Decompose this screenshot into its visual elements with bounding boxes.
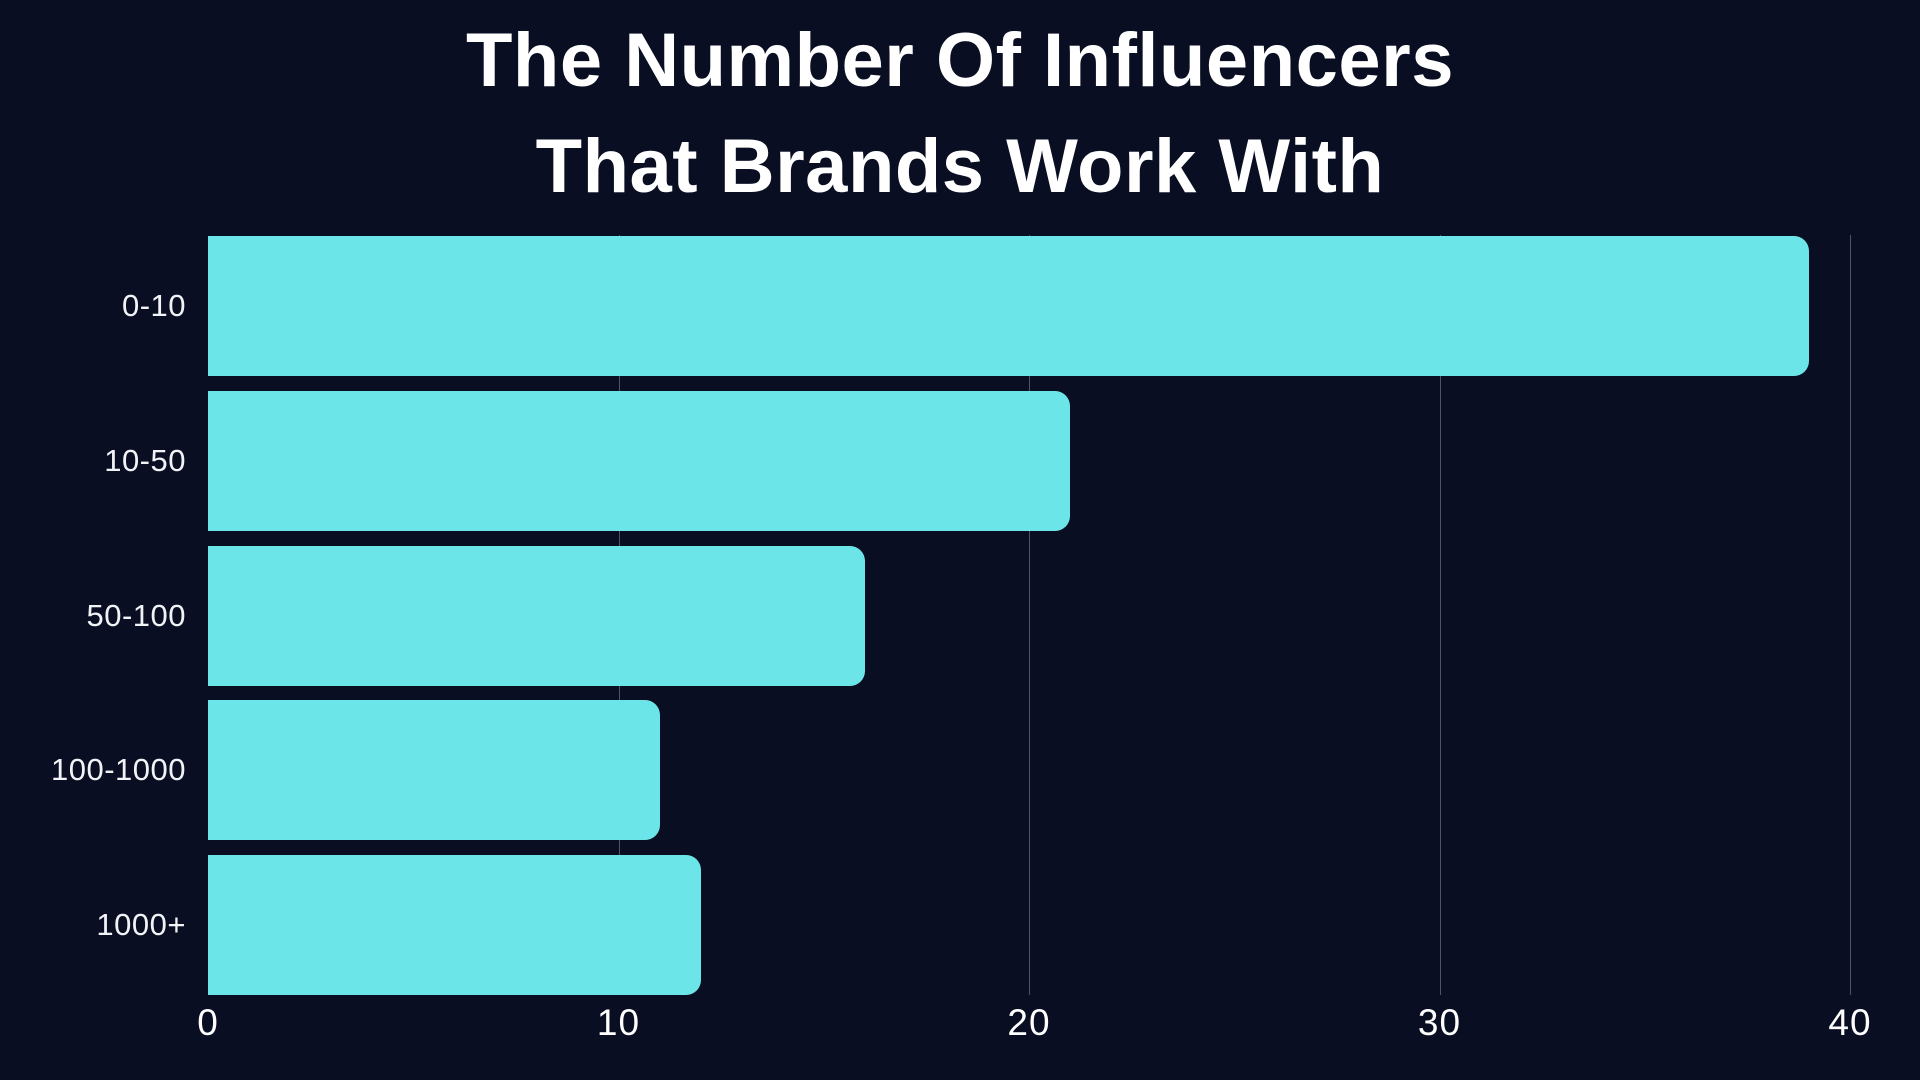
x-tick-label: 40 — [1828, 1002, 1872, 1043]
gridline — [1439, 235, 1441, 995]
bar — [208, 236, 1809, 376]
x-tick-label: 0 — [197, 1002, 219, 1043]
bar-row: 50-100 — [0, 545, 1920, 686]
gridline — [1850, 235, 1851, 995]
gridline — [1029, 235, 1030, 995]
category-label: 1000+ — [96, 907, 186, 942]
bar — [208, 855, 701, 995]
chart-title-line-1: The Number Of Influencers — [466, 18, 1454, 103]
category-label: 10-50 — [104, 442, 186, 478]
bar-row: 10-50 — [0, 390, 1920, 531]
bar — [208, 390, 1071, 531]
category-label: 0-10 — [121, 288, 186, 323]
category-label: 100-1000 — [50, 752, 186, 788]
x-tick-label: 10 — [596, 1002, 641, 1043]
bar-row: 0-10 — [0, 236, 1920, 376]
bar-row: 100-1000 — [0, 700, 1920, 841]
bar — [208, 545, 865, 686]
x-axis: 0 10 20 30 40 — [197, 1002, 1888, 1052]
bar-row: 1000+ — [0, 855, 1920, 995]
chart-title: The Number Of Influencers That Brands Wo… — [0, 0, 1920, 220]
chart-title-line-2: That Brands Work With — [535, 124, 1385, 209]
x-tick-label: 20 — [1007, 1002, 1051, 1043]
x-tick-label: 30 — [1417, 1002, 1462, 1043]
bar — [208, 700, 660, 841]
category-label: 50-100 — [86, 597, 186, 633]
